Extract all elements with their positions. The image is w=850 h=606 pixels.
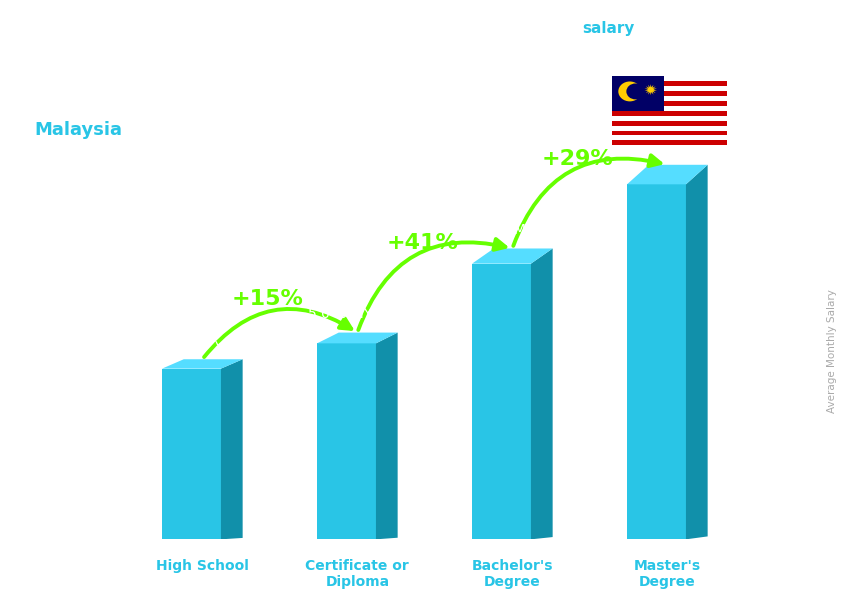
- Polygon shape: [221, 359, 242, 539]
- Text: Certificate or
Diploma: Certificate or Diploma: [305, 559, 409, 589]
- Polygon shape: [531, 248, 552, 539]
- FancyArrowPatch shape: [204, 309, 351, 357]
- Text: Master's
Degree: Master's Degree: [634, 559, 701, 589]
- Text: Average Monthly Salary: Average Monthly Salary: [827, 290, 837, 413]
- Text: 5,040 MYR: 5,040 MYR: [308, 307, 382, 321]
- Polygon shape: [627, 184, 686, 539]
- Bar: [612, 76, 727, 81]
- Bar: [612, 121, 727, 125]
- Text: +29%: +29%: [541, 149, 614, 169]
- FancyArrowPatch shape: [513, 155, 660, 246]
- Text: explorer.com: explorer.com: [646, 21, 756, 36]
- Bar: [612, 76, 664, 110]
- Circle shape: [626, 84, 644, 99]
- Polygon shape: [317, 333, 398, 344]
- Text: +15%: +15%: [231, 288, 303, 308]
- Polygon shape: [162, 368, 221, 539]
- Circle shape: [618, 81, 641, 101]
- Polygon shape: [472, 248, 552, 264]
- Bar: [612, 130, 727, 136]
- Bar: [612, 91, 727, 96]
- Bar: [612, 136, 727, 141]
- Text: +41%: +41%: [387, 233, 458, 253]
- Text: Bachelor's
Degree: Bachelor's Degree: [472, 559, 553, 589]
- Bar: [612, 81, 727, 85]
- Polygon shape: [376, 333, 398, 539]
- Polygon shape: [472, 264, 531, 539]
- Text: 7,090 MYR: 7,090 MYR: [471, 223, 544, 237]
- Text: 4,390 MYR: 4,390 MYR: [145, 333, 218, 348]
- Polygon shape: [644, 84, 657, 95]
- Text: jQuery Specialist: jQuery Specialist: [34, 84, 186, 102]
- Bar: [612, 110, 727, 116]
- Bar: [612, 141, 727, 145]
- Bar: [612, 96, 727, 101]
- Polygon shape: [627, 165, 708, 184]
- Text: Malaysia: Malaysia: [34, 121, 122, 139]
- Bar: [612, 116, 727, 121]
- FancyArrowPatch shape: [359, 239, 506, 330]
- Text: Salary Comparison By Education: Salary Comparison By Education: [34, 21, 567, 49]
- Bar: [612, 85, 727, 91]
- Polygon shape: [686, 165, 708, 539]
- Bar: [612, 101, 727, 105]
- Bar: [612, 105, 727, 110]
- Text: salary: salary: [582, 21, 635, 36]
- Polygon shape: [317, 344, 376, 539]
- Text: High School: High School: [156, 559, 249, 573]
- Polygon shape: [162, 359, 242, 368]
- Text: 9,130 MYR: 9,130 MYR: [672, 139, 746, 153]
- Bar: [612, 125, 727, 130]
